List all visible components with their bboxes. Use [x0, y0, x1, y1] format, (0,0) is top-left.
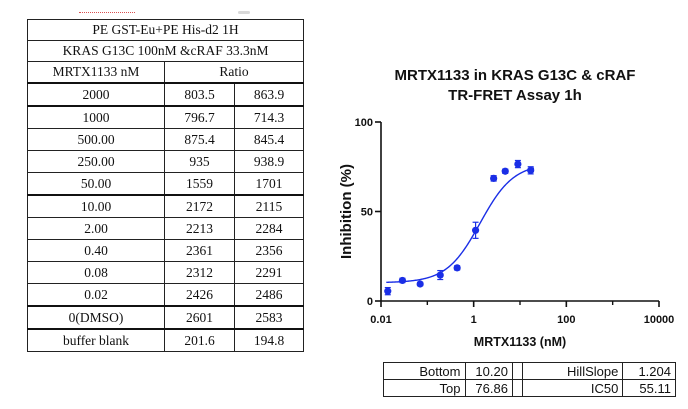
- conc-cell: 0(DMSO): [27, 305, 165, 330]
- fit-curve: [386, 167, 535, 284]
- data-point: [490, 174, 498, 182]
- table-row: 1000 796.7 714.3: [27, 105, 305, 129]
- hillslope-value: 1.204: [622, 362, 676, 380]
- conc-cell: buffer blank: [27, 328, 165, 352]
- chart-title-line-2: TR-FRET Assay 1h: [448, 87, 582, 104]
- conc-cell: 2000: [27, 82, 165, 107]
- ic50-label: IC50: [522, 379, 624, 397]
- x-tick-label: 10000: [644, 314, 675, 326]
- hillslope-label: HillSlope: [522, 362, 624, 380]
- ratio2-cell: 1701: [233, 172, 305, 196]
- conc-cell: 0.02: [27, 283, 165, 307]
- data-point: [514, 160, 522, 168]
- ratio2-cell: 2115: [233, 194, 305, 218]
- table-row: 250.00 935 938.9: [27, 150, 305, 173]
- param-gap: [512, 379, 523, 397]
- table-title-1: PE GST-Eu+PE His-d2 1H: [26, 19, 305, 41]
- top-label: Top: [383, 379, 466, 397]
- table-row: 2000 803.5 863.9: [27, 82, 305, 107]
- ratio2-cell: 2291: [233, 261, 305, 284]
- ratio2-cell: 845.4: [233, 128, 305, 151]
- ratio2-cell: 863.9: [233, 82, 305, 107]
- ratio2-cell: 194.8: [233, 328, 305, 352]
- y-tick-label: 50: [361, 207, 373, 219]
- data-point: [398, 276, 407, 285]
- ratio1-cell: 2172: [164, 194, 235, 218]
- x-tick-label: 0.01: [370, 314, 391, 326]
- table-title-row-2: KRAS G13C 100nM &cRAF 33.3nM: [26, 40, 305, 62]
- y-axis-label: Inhibition (%): [338, 164, 355, 259]
- table-row: 500.00 875.4 845.4: [27, 128, 305, 151]
- conc-cell: 0.08: [27, 261, 165, 284]
- ratio1-cell: 875.4: [164, 128, 235, 151]
- bottom-value: 10.20: [464, 362, 513, 380]
- conc-cell: 250.00: [27, 150, 165, 173]
- ratio-table: PE GST-Eu+PE His-d2 1H KRAS G13C 100nM &…: [26, 19, 305, 352]
- ratio1-cell: 1559: [164, 172, 235, 196]
- table-row: 0.08 2312 2291: [27, 261, 305, 284]
- chart-title-line-1: MRTX1133 in KRAS G13C & cRAF: [394, 67, 636, 84]
- table-title-row-1: PE GST-Eu+PE His-d2 1H: [26, 19, 305, 41]
- table-row: 0.02 2426 2486: [27, 283, 305, 307]
- ratio2-cell: 938.9: [233, 150, 305, 173]
- ratio1-cell: 2601: [164, 305, 235, 330]
- data-point: [453, 264, 461, 272]
- table-row: 50.00 1559 1701: [27, 172, 305, 196]
- bottom-label: Bottom: [383, 362, 466, 380]
- ratio1-cell: 935: [164, 150, 235, 173]
- conc-header: MRTX1133 nM: [27, 61, 165, 84]
- ratio1-cell: 796.7: [164, 105, 235, 129]
- scroll-mark: [238, 11, 250, 14]
- y-tick-label: 0: [367, 296, 373, 308]
- ratio2-cell: 2583: [233, 305, 305, 330]
- ratio1-cell: 2213: [164, 217, 235, 240]
- conc-cell: 50.00: [27, 172, 165, 196]
- x-axis-label: MRTX1133 (nM): [474, 335, 566, 349]
- ic50-value: 55.11: [622, 379, 676, 397]
- data-point: [436, 271, 444, 279]
- fit-parameters-table: Bottom 10.20 HillSlope 1.204 Top 76.86 I…: [383, 362, 676, 397]
- ratio-header: Ratio: [163, 61, 305, 84]
- chart-title: MRTX1133 in KRAS G13C & cRAF TR-FRET Ass…: [350, 66, 680, 106]
- table-row: buffer blank 201.6 194.8: [27, 328, 305, 352]
- conc-cell: 10.00: [27, 194, 165, 218]
- table-row: 0(DMSO) 2601 2583: [27, 305, 305, 330]
- data-point: [501, 167, 509, 175]
- data-point: [384, 287, 392, 295]
- data-point: [416, 280, 424, 288]
- ratio2-cell: 2486: [233, 283, 305, 307]
- highlight-mark: [79, 12, 135, 15]
- x-tick-label: 100: [557, 314, 575, 326]
- param-row-2: Top 76.86 IC50 55.11: [383, 379, 676, 397]
- table-title-2: KRAS G13C 100nM &cRAF 33.3nM: [26, 40, 305, 62]
- data-point: [527, 166, 535, 174]
- ratio1-cell: 803.5: [164, 82, 235, 107]
- conc-cell: 0.40: [27, 239, 165, 262]
- data-point: [471, 226, 480, 234]
- param-row-1: Bottom 10.20 HillSlope 1.204: [383, 362, 676, 380]
- x-tick-label: 1: [471, 314, 477, 326]
- table-header-row: MRTX1133 nM Ratio: [27, 61, 305, 84]
- param-gap: [512, 362, 523, 380]
- y-tick-label: 100: [355, 117, 373, 129]
- table-row: 10.00 2172 2115: [27, 194, 305, 218]
- top-value: 76.86: [464, 379, 513, 397]
